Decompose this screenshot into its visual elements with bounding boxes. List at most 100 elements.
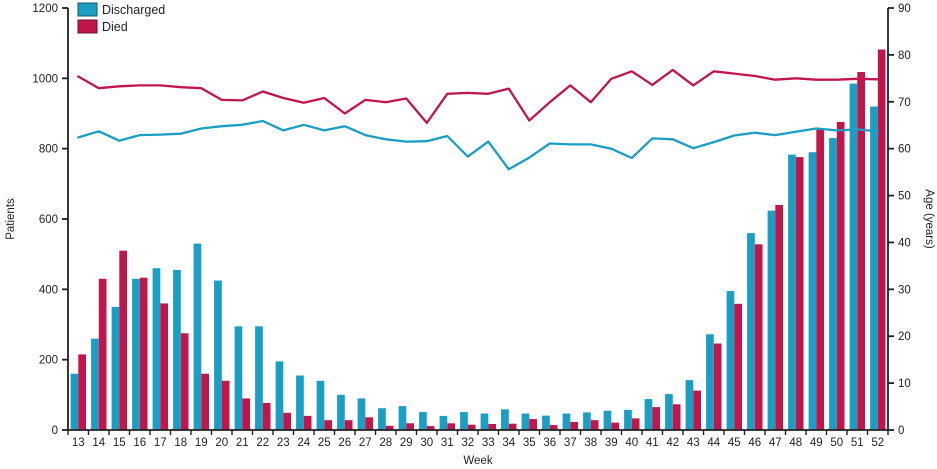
week-label: 16 [133,437,146,449]
week-label: 51 [851,437,864,449]
bar-died-week-34 [508,423,517,430]
bar-discharged-week-20 [214,280,222,430]
bar-discharged-week-36 [542,415,550,430]
week-label: 40 [625,437,638,449]
bar-discharged-week-50 [829,138,837,430]
week-label: 34 [502,437,515,449]
bar-died-week-47 [775,204,783,430]
bar-discharged-week-38 [583,412,591,430]
right-tick-label: 20 [898,331,911,343]
bar-discharged-week-18 [173,270,181,430]
bar-discharged-week-46 [747,233,755,430]
week-label: 33 [482,437,495,449]
week-label: 17 [154,437,167,449]
right-tick-label: 40 [898,237,911,249]
bar-died-week-16 [139,277,148,430]
week-label: 13 [72,437,85,449]
bar-died-week-33 [488,424,496,430]
bar-discharged-week-26 [337,394,345,430]
week-label: 48 [789,437,802,449]
right-tick-label: 60 [898,144,911,156]
bar-died-week-30 [426,426,435,430]
bar-died-week-40 [631,418,640,430]
bar-died-week-25 [324,420,332,430]
right-tick-label: 0 [898,425,904,437]
week-label: 19 [195,437,208,449]
bar-discharged-week-22 [255,326,263,430]
axes-layer: 0 200 400 600 800 1000 1200 0 10 20 30 40 50 60 70 80 90 [32,3,910,437]
week-label: 32 [461,437,474,449]
week-label: 35 [523,437,536,449]
bar-died-week-39 [611,422,619,430]
bar-discharged-week-25 [316,380,325,430]
week-label: 25 [318,437,331,449]
week-label: 22 [256,437,269,449]
right-tick-label: 50 [898,191,911,203]
left-tick-label: 1000 [32,73,58,85]
week-label: 15 [113,437,126,449]
bar-discharged-week-19 [193,243,202,430]
bar-discharged-week-45 [726,291,735,430]
week-label: 43 [687,437,700,449]
bar-discharged-week-51 [849,83,858,430]
bar-discharged-week-17 [152,268,161,430]
right-tick-label: 70 [898,97,911,109]
bar-discharged-week-24 [296,375,304,430]
bar-died-week-29 [406,423,414,430]
bar-discharged-week-30 [419,412,427,430]
bar-died-week-42 [672,404,681,430]
bar-died-week-41 [652,407,660,430]
legend-label-discharged: Discharged [102,3,165,17]
bar-died-week-22 [262,402,271,430]
bar-discharged-week-32 [460,412,468,430]
right-tick-label: 90 [898,3,911,15]
right-tick-label: 30 [898,284,911,296]
x-axis-title: Week [463,455,492,467]
bar-died-week-21 [242,398,250,430]
legend-swatch-discharged [77,2,98,17]
bar-died-week-14 [98,278,107,430]
week-label: 21 [236,437,249,449]
trend-line-discharged [77,119,879,171]
legend-label-died: Died [102,20,128,34]
right-axis-title: Age (years) [923,189,935,249]
week-label: 46 [748,437,761,449]
bar-discharged-week-40 [624,410,632,430]
left-tick-label: 0 [52,425,58,437]
bar-died-week-17 [160,303,168,430]
week-label: 37 [564,437,577,449]
bar-died-week-18 [180,333,189,430]
bar-discharged-week-44 [706,334,714,430]
bar-discharged-week-31 [439,415,448,430]
bar-died-week-50 [836,121,845,431]
week-labels-layer: 13 14 15 16 17 18 19 20 21 22 23 24 25 26 27 28 29 30 31 32… [67,430,889,449]
bar-discharged-week-42 [665,394,673,430]
bar-died-week-38 [590,420,599,430]
right-tick-label: 80 [898,50,911,62]
week-label: 28 [379,437,392,449]
week-label: 18 [174,437,187,449]
bar-discharged-week-27 [357,398,366,430]
bar-died-week-24 [303,415,312,430]
bar-died-week-48 [795,157,804,430]
legend-swatch-died [77,19,98,34]
week-label: 24 [297,437,310,449]
bar-died-week-23 [283,412,291,430]
bar-discharged-week-15 [111,306,120,430]
left-tick-label: 400 [39,284,58,296]
week-label: 45 [728,437,741,449]
bar-died-week-19 [201,373,209,430]
bar-discharged-week-14 [91,338,99,430]
left-tick-label: 1200 [32,3,58,15]
bar-died-week-15 [119,250,127,430]
bar-discharged-week-21 [234,326,243,430]
bar-discharged-week-33 [480,413,489,430]
left-axis-title: Patients [5,198,17,240]
bar-discharged-week-37 [562,413,571,430]
week-label: 31 [441,437,454,449]
bar-died-week-13 [78,354,86,430]
trend-line-died [77,68,879,125]
week-label: 36 [543,437,556,449]
bar-died-week-27 [365,417,373,430]
bar-discharged-week-23 [275,361,284,430]
